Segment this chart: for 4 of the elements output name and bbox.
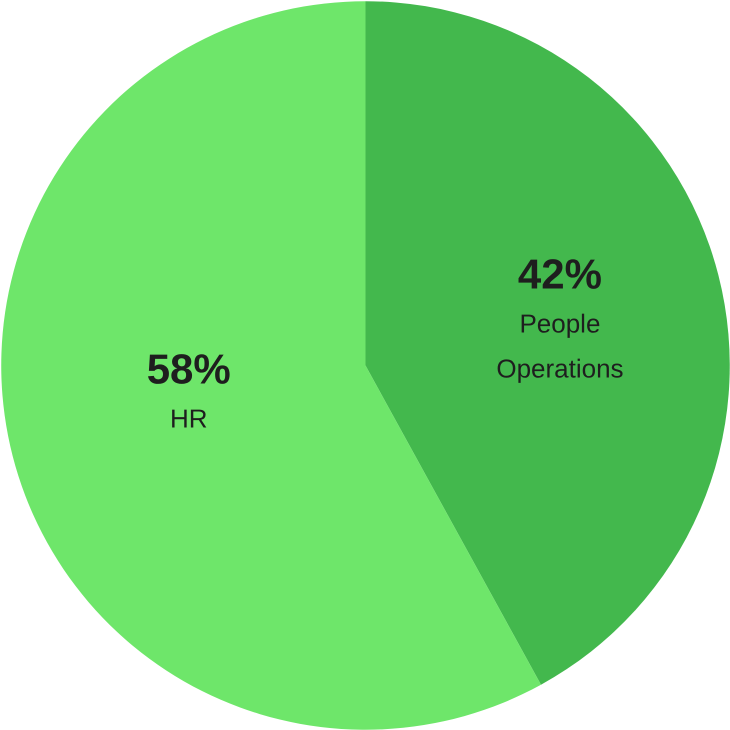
slice-label: People Operations: [496, 308, 624, 384]
data-label: 42%: [518, 250, 602, 298]
slice-label: HR: [170, 404, 208, 434]
data-label: 58%: [146, 346, 231, 393]
